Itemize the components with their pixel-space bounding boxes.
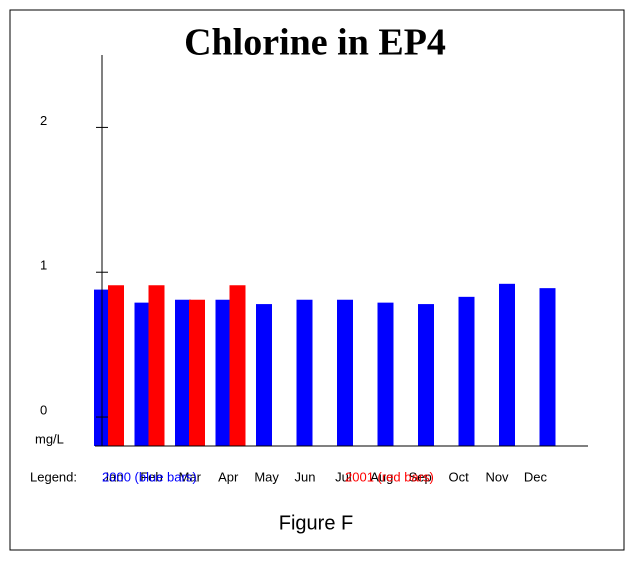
bar — [418, 304, 434, 446]
bar — [134, 302, 151, 446]
frame — [9, 9, 625, 551]
x-tick-label: Mar — [179, 469, 202, 484]
y-tick-label: 0 — [40, 402, 47, 417]
chart-title: Chlorine in EP4 — [184, 22, 446, 64]
legend-entry: 2001 (red bars) — [345, 469, 434, 484]
bar — [337, 299, 353, 446]
legend-label: Legend: — [30, 469, 77, 484]
legend-entry: 2000 (blue bars) — [102, 469, 197, 484]
bar — [256, 304, 272, 446]
x-tick-label: Feb — [140, 469, 162, 484]
bar — [108, 285, 124, 446]
x-tick-label: Nov — [485, 469, 509, 484]
bar — [539, 288, 556, 446]
x-tick-label: Jun — [295, 469, 316, 484]
bar — [458, 296, 475, 446]
bar — [296, 299, 313, 446]
bar — [215, 299, 232, 446]
x-tick-label: Jan — [103, 469, 124, 484]
bar — [499, 283, 515, 446]
bar — [377, 302, 394, 446]
x-tick-label: Apr — [218, 469, 239, 484]
y-axis-label: mg/L — [35, 431, 64, 446]
y-tick-label: 1 — [40, 258, 47, 273]
x-tick-label: Aug — [370, 469, 393, 484]
bar — [175, 299, 191, 446]
x-tick-label: Oct — [448, 469, 469, 484]
x-tick-label: Sep — [409, 469, 432, 484]
bar — [148, 285, 165, 446]
x-tick-label: Jul — [335, 469, 352, 484]
x-tick-label: May — [254, 469, 279, 484]
caption: Figure F — [279, 512, 353, 534]
bar — [229, 285, 246, 446]
x-tick-label: Dec — [524, 469, 548, 484]
y-tick-label: 2 — [40, 113, 47, 128]
bar — [189, 299, 205, 446]
